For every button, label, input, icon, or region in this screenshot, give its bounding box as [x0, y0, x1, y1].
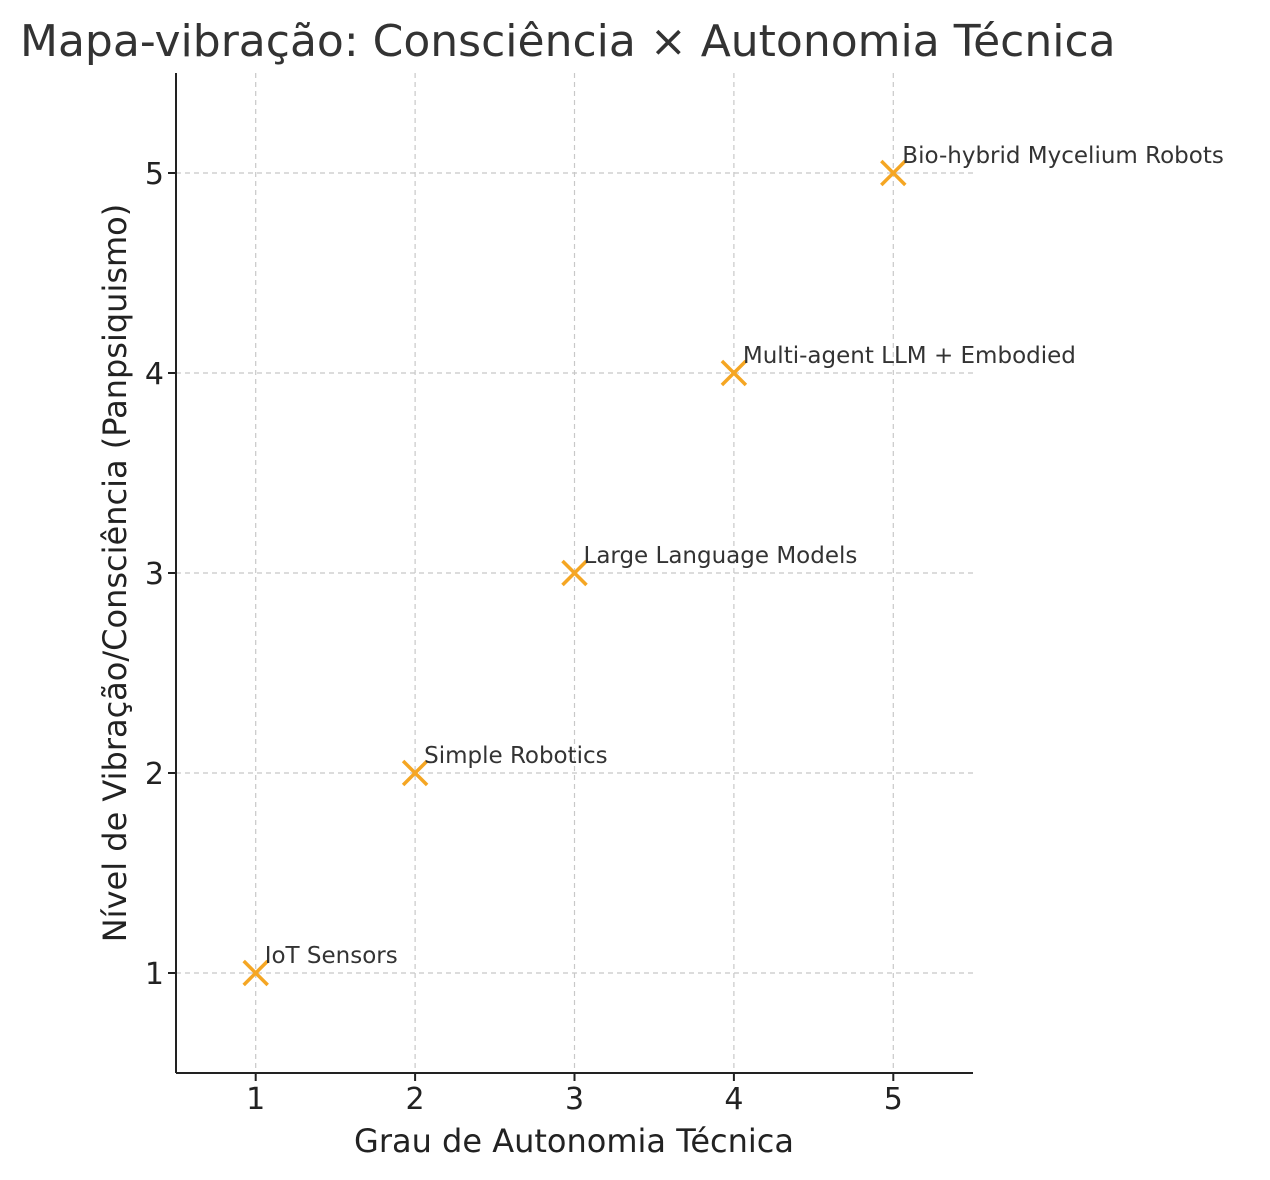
x-tick-label-3: 3 [565, 1082, 584, 1117]
y-tick-label-3: 3 [145, 557, 164, 592]
y-tick-label-5: 5 [145, 157, 164, 192]
marker-stroke [880, 159, 907, 187]
x-axis-label: Grau de Autonomia Técnica [354, 1122, 794, 1160]
x-tick-label-4: 4 [724, 1082, 743, 1117]
point-label: Large Language Models [584, 543, 858, 569]
data-point-x-marker [401, 759, 429, 787]
y-axis-ticks: 1 2 3 4 5 [145, 157, 176, 992]
y-tick-label-2: 2 [145, 757, 164, 792]
point-label: Bio-hybrid Mycelium Robots [902, 143, 1224, 169]
x-tick-label-5: 5 [884, 1082, 903, 1117]
data-point-x-marker [720, 359, 748, 387]
marker-stroke [242, 959, 269, 987]
x-tick-label-1: 1 [246, 1082, 265, 1117]
y-axis-label: Nível de Vibração/Consciência (Panpsiqui… [96, 204, 134, 943]
data-point-x-marker [242, 959, 269, 987]
marker-stroke [401, 759, 429, 787]
marker-stroke [720, 359, 748, 387]
point-label: Multi-agent LLM + Embodied [743, 343, 1076, 369]
y-tick-label-4: 4 [145, 357, 164, 392]
point-labels: IoT Sensors Simple Robotics Large Language… [265, 143, 1224, 969]
data-points [242, 159, 907, 987]
y-tick-label-1: 1 [145, 957, 164, 992]
x-tick-label-2: 2 [406, 1082, 425, 1117]
chart-title: Mapa-vibração: Consciência × Autonomia T… [20, 16, 1116, 67]
data-point-x-marker [561, 559, 588, 587]
point-label: IoT Sensors [265, 943, 398, 969]
x-axis-ticks: 1 2 3 4 5 [246, 1073, 903, 1117]
marker-stroke [561, 559, 588, 587]
data-point-x-marker [880, 159, 907, 187]
point-label: Simple Robotics [424, 743, 608, 769]
